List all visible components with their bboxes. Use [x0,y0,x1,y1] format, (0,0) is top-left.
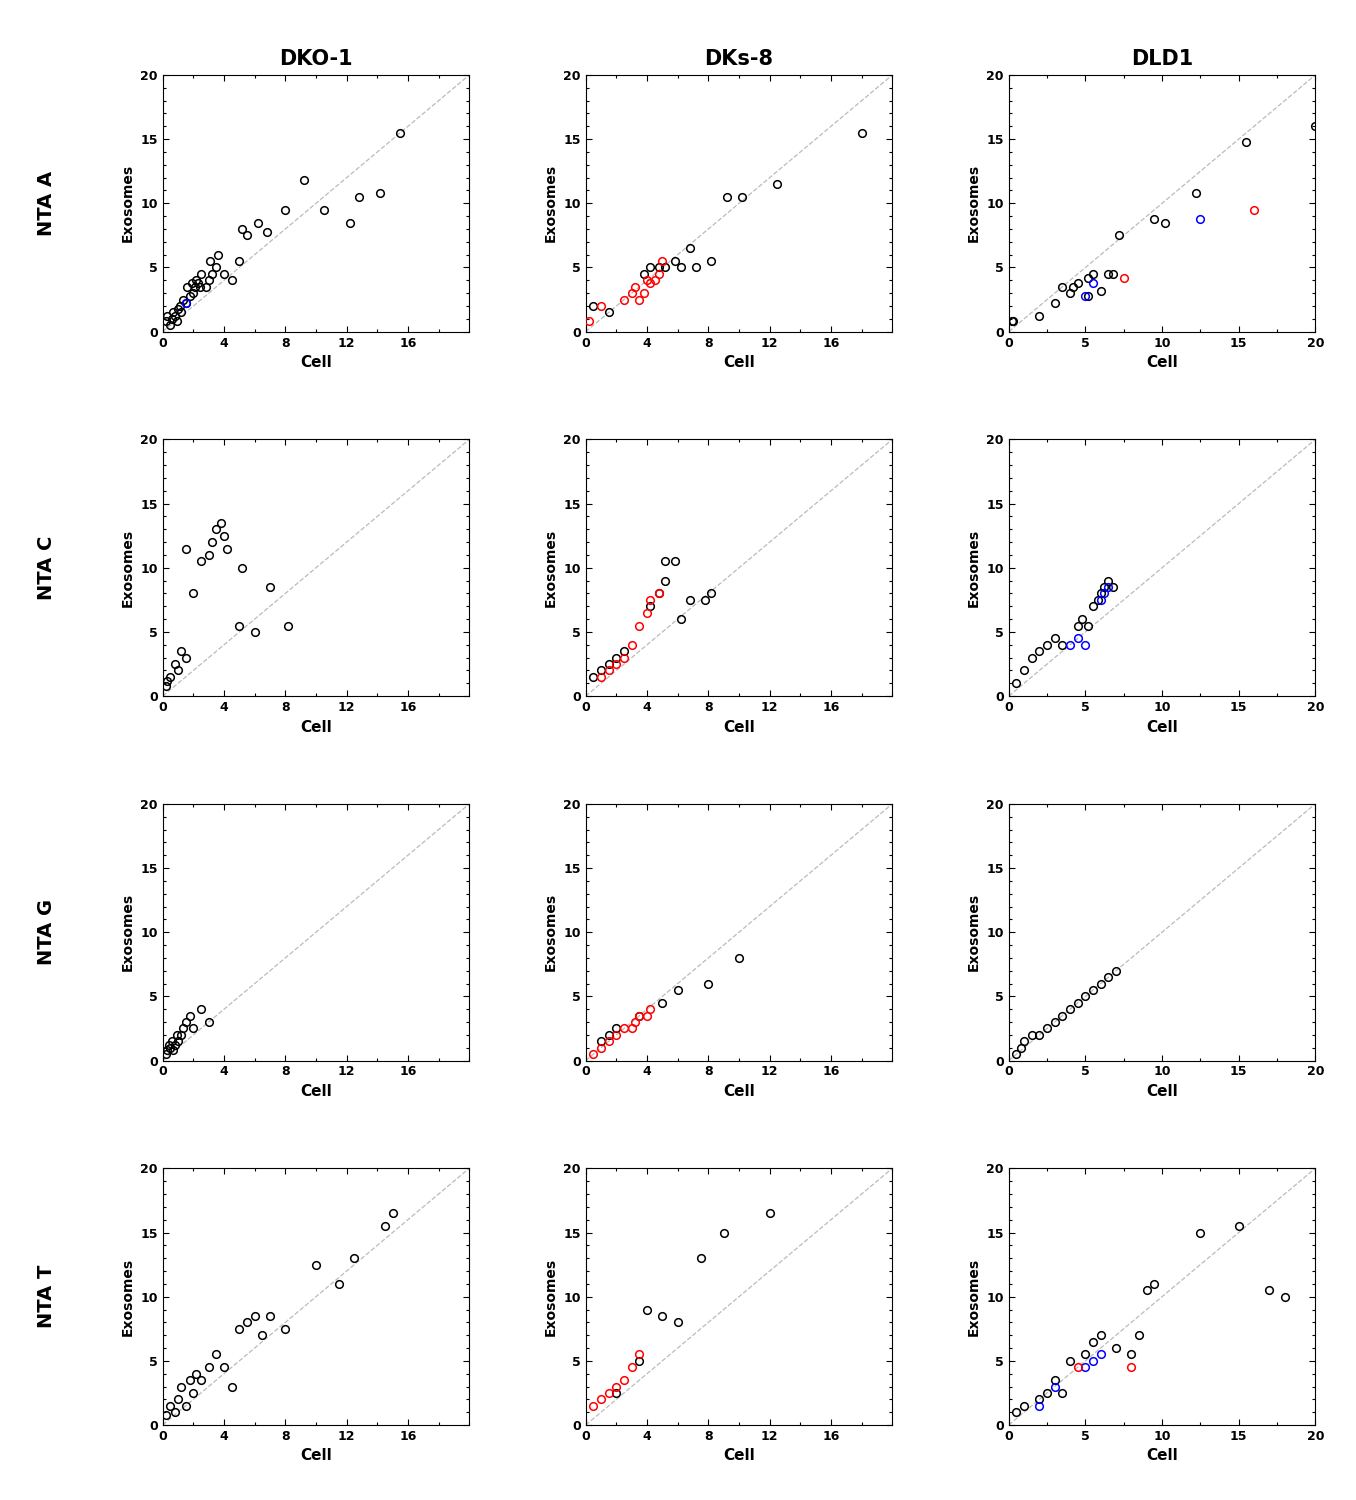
Y-axis label: Exosomes: Exosomes [967,165,980,243]
X-axis label: Cell: Cell [1146,720,1178,735]
Title: DLD1: DLD1 [1131,50,1193,69]
Y-axis label: Exosomes: Exosomes [967,892,980,972]
Title: DKs-8: DKs-8 [705,50,773,69]
Y-axis label: Exosomes: Exosomes [544,528,557,608]
X-axis label: Cell: Cell [723,356,755,370]
Y-axis label: Exosomes: Exosomes [121,1257,134,1335]
Y-axis label: Exosomes: Exosomes [121,892,134,972]
Y-axis label: Exosomes: Exosomes [967,1257,980,1335]
X-axis label: Cell: Cell [723,1084,755,1100]
Y-axis label: Exosomes: Exosomes [121,528,134,608]
X-axis label: Cell: Cell [300,356,332,370]
Text: NTA A: NTA A [37,171,56,236]
Text: NTA C: NTA C [37,536,56,600]
Y-axis label: Exosomes: Exosomes [544,165,557,243]
Text: NTA G: NTA G [37,898,56,966]
Y-axis label: Exosomes: Exosomes [121,165,134,243]
Y-axis label: Exosomes: Exosomes [544,892,557,972]
X-axis label: Cell: Cell [300,1084,332,1100]
Text: NTA T: NTA T [37,1264,56,1329]
Y-axis label: Exosomes: Exosomes [544,1257,557,1335]
X-axis label: Cell: Cell [1146,1084,1178,1100]
Title: DKO-1: DKO-1 [279,50,353,69]
Y-axis label: Exosomes: Exosomes [967,528,980,608]
X-axis label: Cell: Cell [1146,356,1178,370]
X-axis label: Cell: Cell [300,720,332,735]
X-axis label: Cell: Cell [300,1449,332,1464]
X-axis label: Cell: Cell [723,1449,755,1464]
X-axis label: Cell: Cell [723,720,755,735]
X-axis label: Cell: Cell [1146,1449,1178,1464]
